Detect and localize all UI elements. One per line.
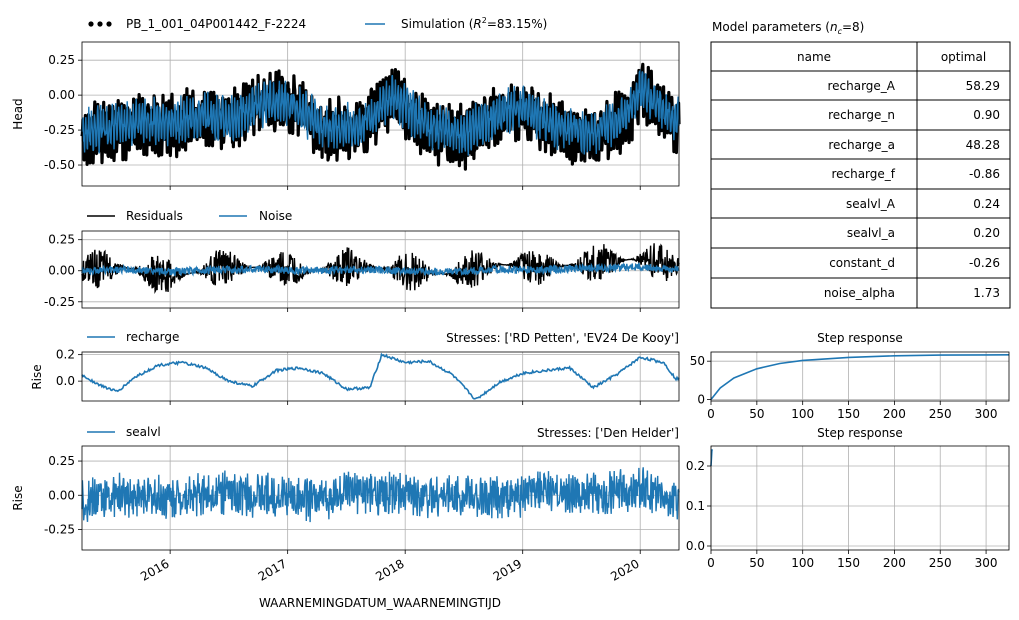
legend-sealvl-label: sealvl <box>126 425 161 439</box>
x-tick-label: 100 <box>791 407 814 421</box>
step-recharge-title: Step response <box>817 331 903 345</box>
param-name: recharge_n <box>828 108 895 122</box>
param-value: 1.73 <box>973 286 1000 300</box>
param-value: 0.90 <box>973 108 1000 122</box>
legend-simulation-label: Simulation (R2=83.15%) <box>401 16 547 31</box>
param-name: sealvl_a <box>847 226 895 240</box>
recharge-series <box>81 352 680 400</box>
head-ylabel: Head <box>11 98 25 129</box>
y-tick-label: 0.2 <box>56 348 75 362</box>
x-tick-label: 300 <box>975 407 998 421</box>
x-tick-label: 50 <box>749 556 764 570</box>
x-tick-label: 50 <box>749 407 764 421</box>
y-tick-label: 0.25 <box>48 53 75 67</box>
step-recharge-panel: 50 0 0 50 100 150 200 250 300 Step response <box>690 331 1010 421</box>
y-tick-label: 0.0 <box>56 374 75 388</box>
x-tick-label: 2016 <box>138 556 171 583</box>
table-cell <box>916 277 1011 309</box>
table-header-name: name <box>797 50 831 64</box>
x-tick-label: 0 <box>707 407 715 421</box>
x-tick-label: 200 <box>883 407 906 421</box>
step-sealvl-axes <box>710 445 1010 551</box>
residuals-axes <box>81 230 680 309</box>
sealvl-axes <box>81 445 680 551</box>
legend-recharge-label: recharge <box>126 330 179 344</box>
recharge-stresses-title: Stresses: ['RD Petten', 'EV24 De Kooy'] <box>446 331 679 345</box>
x-tick-label: 2017 <box>256 556 289 583</box>
step-sealvl-panel: 0.2 0.1 0.0 0 50 100 150 200 250 300 Step respon… <box>686 426 1010 570</box>
legend-residuals-label: Residuals <box>126 209 183 223</box>
head-legend: PB_1_001_04P001442_F-2224 Simulation (R2… <box>88 16 547 31</box>
y-tick-label: 0.00 <box>48 264 75 278</box>
y-tick-label: 50 <box>690 354 705 368</box>
recharge-axes <box>81 351 680 402</box>
sealvl-stresses-title: Stresses: ['Den Helder'] <box>537 426 679 440</box>
recharge-ylabel: Rise <box>30 364 44 389</box>
legend-observed-marker-2 <box>97 21 103 27</box>
recharge-panel: 0.2 0.0 Rise recharge Stresses: ['RD Pett… <box>30 330 680 405</box>
x-tick-label: 2020 <box>608 556 641 583</box>
simulation-series <box>81 69 680 156</box>
step-sealvl-title: Step response <box>817 426 903 440</box>
y-tick-label: -0.50 <box>44 158 75 172</box>
param-value: 0.24 <box>973 197 1000 211</box>
residuals-legend: Residuals Noise <box>87 209 292 223</box>
legend-observed-marker-3 <box>106 21 112 27</box>
head-panel: 0.25 0.00 -0.25 -0.50 Head PB_1_001_04P0014… <box>11 16 681 190</box>
xaxis-label: WAARNEMINGDATUM_WAARNEMINGTIJD <box>259 596 501 610</box>
sealvl-panel: 0.25 0.00 -0.25 Rise sealvl Stresses: ['De… <box>11 425 680 610</box>
y-tick-label: 0.2 <box>686 459 705 473</box>
sealvl-ylabel: Rise <box>11 485 25 510</box>
param-name: recharge_A <box>827 79 895 93</box>
param-value: -0.86 <box>969 167 1000 181</box>
param-value: 48.28 <box>966 138 1000 152</box>
y-tick-label: 0 <box>697 392 705 406</box>
x-tick-label: 150 <box>837 407 860 421</box>
y-tick-label: -0.25 <box>44 295 75 309</box>
x-tick-label: 300 <box>975 556 998 570</box>
legend-observed-label: PB_1_001_04P001442_F-2224 <box>126 17 306 31</box>
y-tick-label: 0.25 <box>48 454 75 468</box>
x-tick-label: 2019 <box>491 556 524 583</box>
x-tick-label: 150 <box>837 556 860 570</box>
y-tick-label: 0.00 <box>48 88 75 102</box>
x-tick-label: 0 <box>707 556 715 570</box>
param-value: 58.29 <box>966 79 1000 93</box>
step-response-series <box>710 354 1010 400</box>
legend-observed-marker-1 <box>88 21 94 27</box>
y-tick-label: 0.25 <box>48 233 75 247</box>
x-tick-label: 250 <box>929 556 952 570</box>
param-value: 0.20 <box>973 226 1000 240</box>
table-header-optimal: optimal <box>941 50 986 64</box>
y-tick-label: 0.00 <box>48 488 75 502</box>
param-name: constant_d <box>829 256 895 270</box>
head-axes <box>81 41 680 187</box>
param-name: recharge_a <box>828 138 895 152</box>
param-name: recharge_f <box>831 167 895 181</box>
x-tick-label: 250 <box>929 407 952 421</box>
legend-noise-label: Noise <box>259 209 292 223</box>
param-name: sealvl_A <box>846 197 896 211</box>
step-recharge-axes <box>710 351 1010 402</box>
y-tick-label: -0.25 <box>44 522 75 536</box>
y-tick-label: 0.0 <box>686 539 705 553</box>
x-tick-label: 100 <box>791 556 814 570</box>
y-tick-label: 0.1 <box>686 499 705 513</box>
noise-series <box>81 262 680 277</box>
param-name: noise_alpha <box>824 286 895 300</box>
param-value: -0.26 <box>969 256 1000 270</box>
params-table: Model parameters (nc=8) name optimal recha… <box>710 20 1011 309</box>
x-tick-label: 200 <box>883 556 906 570</box>
sealvl-series <box>81 467 680 523</box>
y-tick-label: -0.25 <box>44 123 75 137</box>
x-tick-label: 2018 <box>373 556 406 583</box>
params-table-title: Model parameters (nc=8) <box>712 20 864 36</box>
residuals-panel: 0.25 0.00 -0.25 Residuals Noise <box>44 209 680 312</box>
